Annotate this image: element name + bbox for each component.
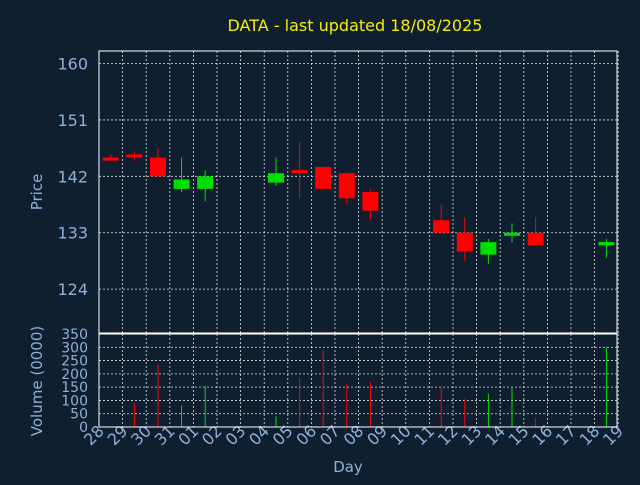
volume-grid [98,334,619,427]
x-tick-labels: 2829303101020304050607080910111213141516… [80,421,627,449]
volume-tick-label: 200 [61,367,88,383]
price-tick-label: 160 [57,55,88,74]
volume-tick-label: 150 [61,380,88,396]
y-axis-title: Price [28,174,46,211]
candle-body [197,176,214,189]
price-tick-label: 124 [57,280,88,299]
volume-tick-label: 300 [61,340,88,356]
candle-body [527,232,544,246]
candle-body [433,220,450,233]
candle-body [291,170,308,174]
volume-tick-label: 50 [70,407,88,423]
price-tick-labels: 124 133 142 151 160 [57,55,88,300]
candle-body [150,157,166,177]
candle-body [504,232,520,236]
candle-body [102,157,119,161]
volume-bars [133,347,607,427]
x-tick-label: 19 [599,421,627,449]
volume-tick-label: 100 [61,393,88,409]
volume-tick-label: 0 [79,420,88,436]
volume-tick-label: 250 [61,354,88,370]
candle-body [456,232,473,252]
candle-body [362,192,379,211]
x-axis-title: Day [333,458,363,476]
price-grid [98,51,619,333]
price-tick-label: 151 [57,111,88,130]
candle-body [315,166,332,189]
chart-title: DATA - last updated 18/08/2025 [228,16,483,35]
candle-body [173,179,190,189]
volume-tick-label: 350 [61,327,88,343]
candle-body [480,242,497,255]
volume-panel-frame [98,333,618,428]
volume-axis-title: Volume (0000) [28,326,46,436]
price-candles [102,141,615,265]
price-tick-label: 142 [57,167,88,186]
candle-body [126,154,143,158]
candle-body [268,173,284,183]
price-tick-label: 133 [57,224,88,243]
price-panel-frame [98,50,618,334]
candle-body [598,242,615,246]
candle-body [338,173,355,199]
